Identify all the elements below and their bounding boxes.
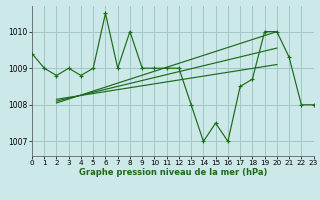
X-axis label: Graphe pression niveau de la mer (hPa): Graphe pression niveau de la mer (hPa) (79, 168, 267, 177)
